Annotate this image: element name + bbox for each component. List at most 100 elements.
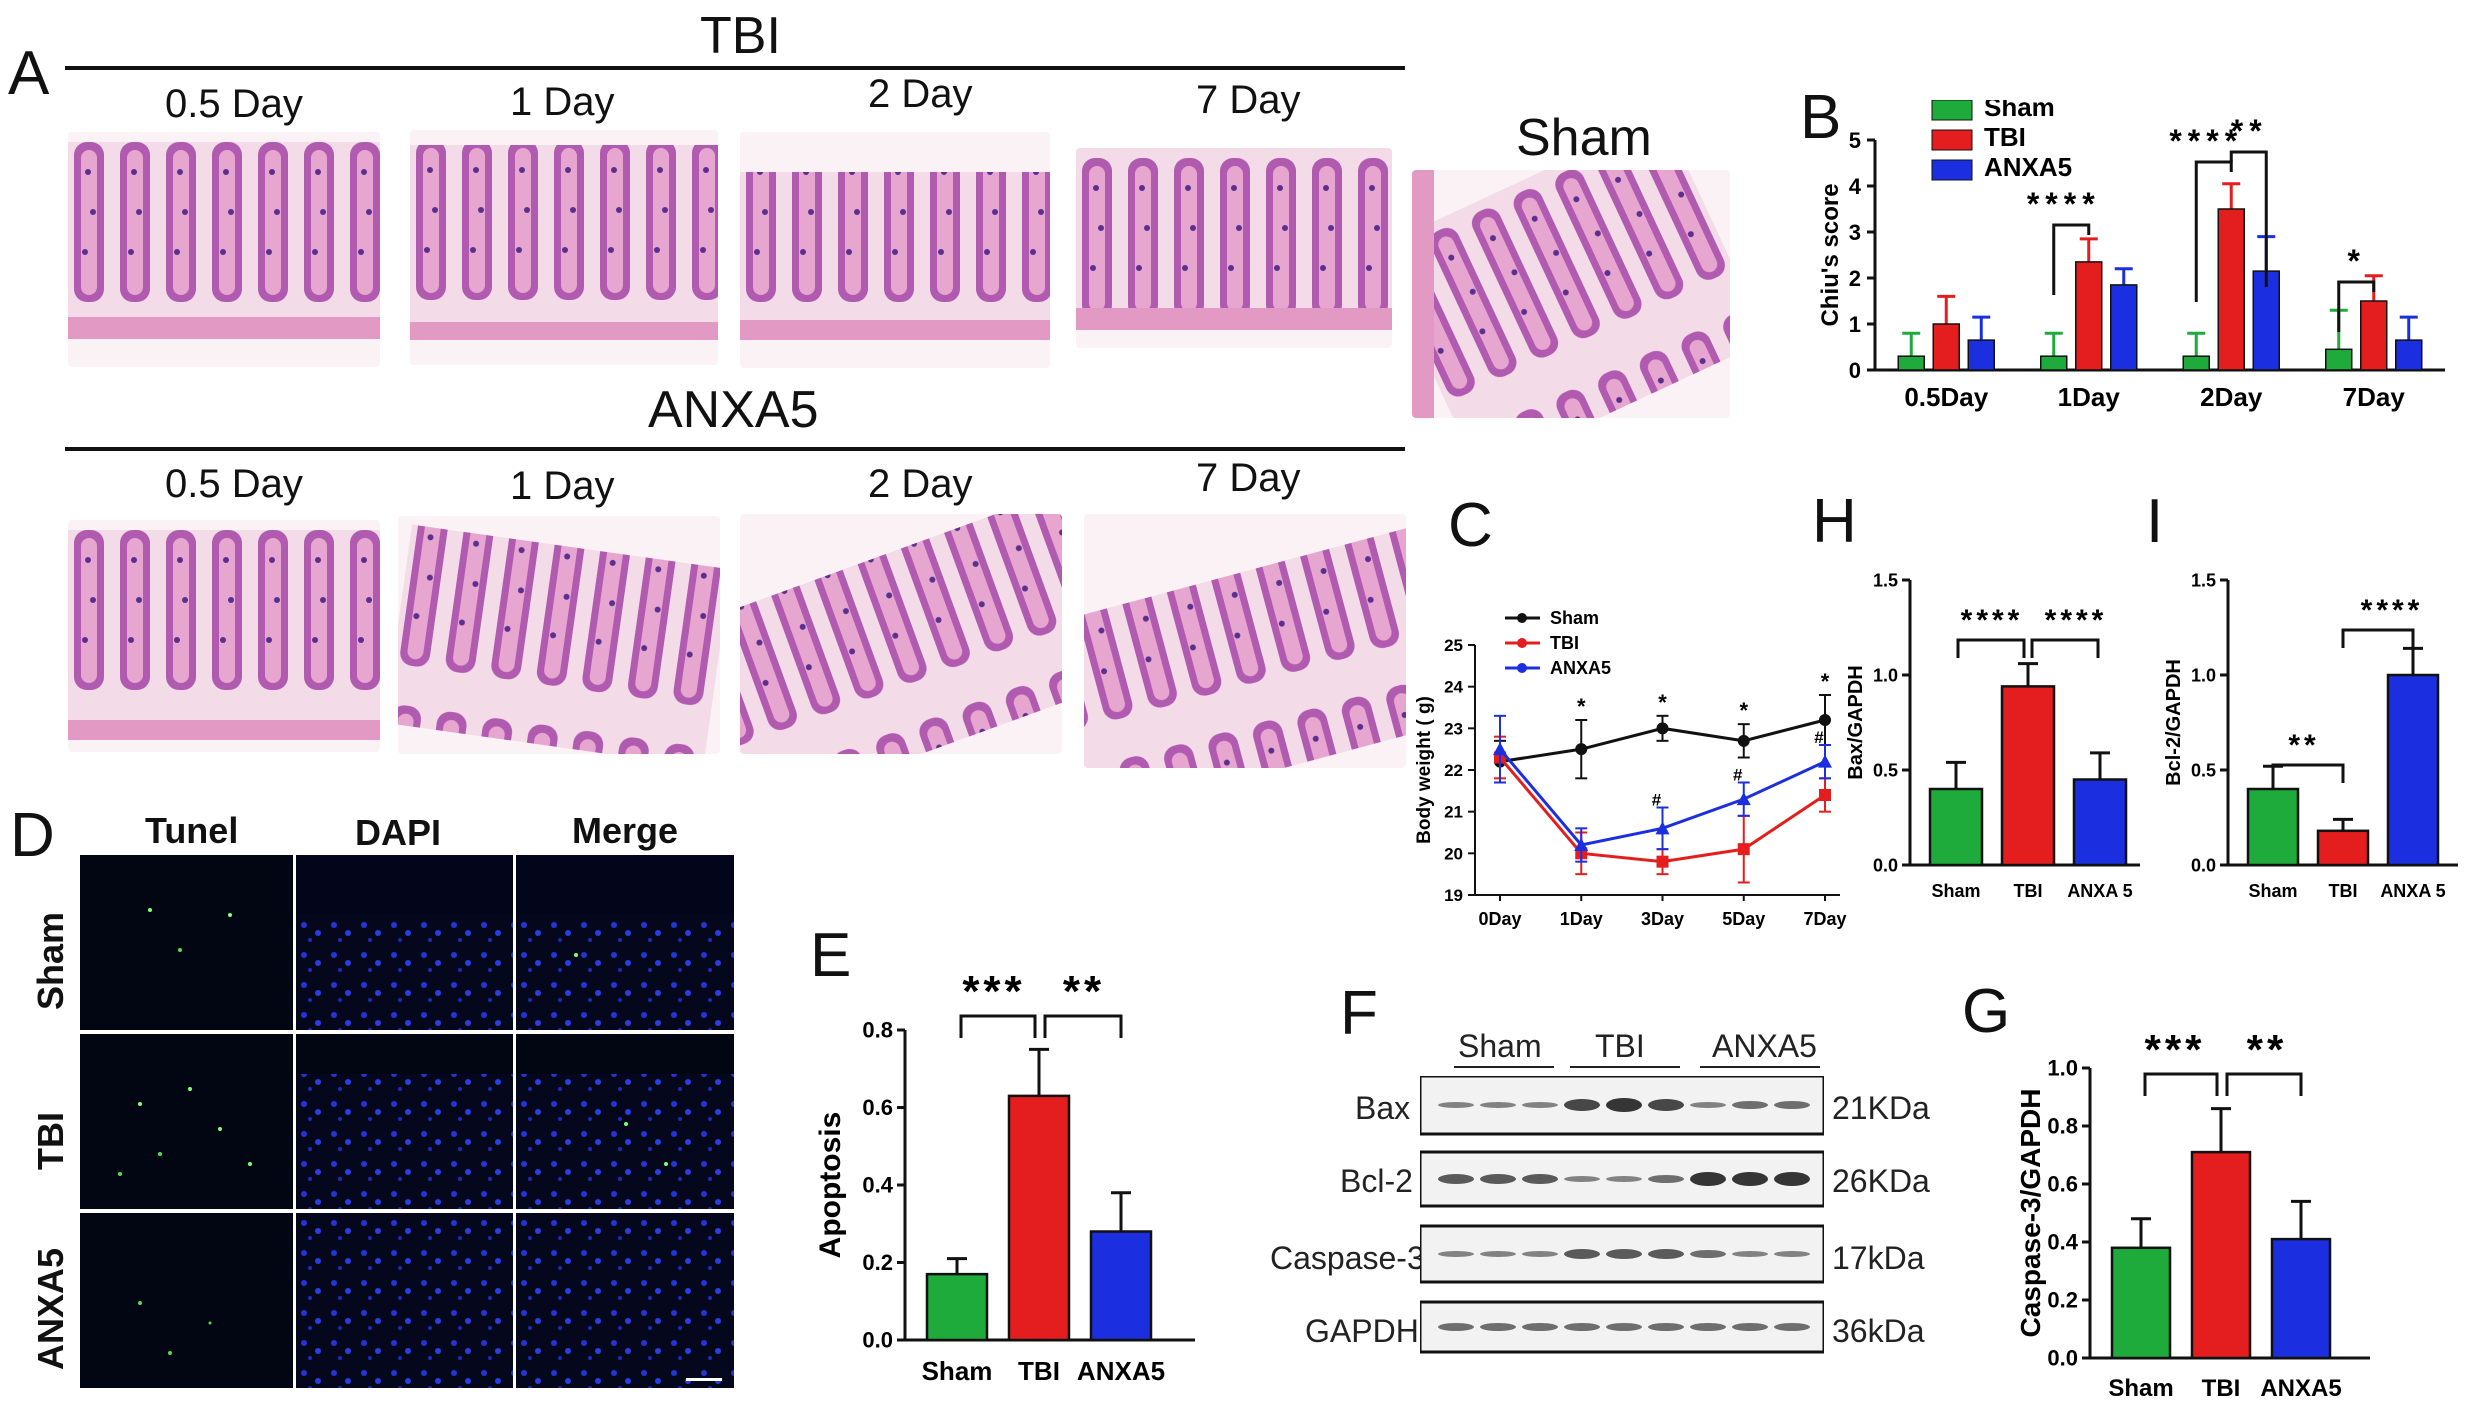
panel-label-b: B bbox=[1800, 83, 1842, 152]
western-group-label: ANXA5 bbox=[1712, 1028, 1817, 1064]
bar bbox=[925, 1272, 989, 1342]
panel-label-h: H bbox=[1812, 487, 1857, 556]
western-group-divider bbox=[1454, 1066, 1554, 1068]
blot-band bbox=[1480, 1174, 1516, 1184]
blot-band bbox=[1564, 1099, 1600, 1111]
significance-bracket bbox=[1043, 1014, 1123, 1038]
bar bbox=[2270, 1237, 2332, 1360]
data-point bbox=[1819, 789, 1831, 801]
data-point bbox=[1737, 734, 1750, 747]
x-tick-label: TBI bbox=[1018, 1356, 1060, 1386]
anxa5-header: ANXA5 bbox=[648, 381, 819, 439]
bar bbox=[2360, 300, 2388, 371]
bar bbox=[1007, 1094, 1071, 1342]
he-image-anxa5-1day bbox=[398, 516, 720, 754]
x-tick-label: 0Day bbox=[1478, 909, 1521, 929]
bar bbox=[2190, 1150, 2252, 1360]
x-tick-label: ANXA5 bbox=[2260, 1375, 2341, 1402]
he-image-sham bbox=[1412, 170, 1730, 418]
western-protein-label: Bcl-2 bbox=[1340, 1163, 1413, 1199]
x-tick-label: 3Day bbox=[1641, 909, 1684, 929]
legend-label: ANXA5 bbox=[1984, 152, 2072, 182]
y-axis-label: Chiu's score bbox=[1817, 183, 1844, 326]
y-tick-label: 0.2 bbox=[2047, 1288, 2078, 1313]
blot-band bbox=[1774, 1172, 1810, 1186]
he-image-tbi-7day bbox=[1076, 148, 1392, 348]
panel-label-c: C bbox=[1448, 491, 1493, 560]
western-blot-image bbox=[1420, 1076, 1824, 1354]
significance-label: * bbox=[1577, 694, 1586, 719]
y-tick-label: 0.0 bbox=[2191, 855, 2216, 875]
significance-label: **** bbox=[2027, 186, 2101, 222]
y-tick-label: 0.5 bbox=[2191, 760, 2216, 780]
western-kda-label: 36kDa bbox=[1832, 1313, 1925, 1349]
blot-band bbox=[1564, 1249, 1600, 1259]
y-tick-label: 21 bbox=[1444, 803, 1463, 822]
micrograph-dapi-sham bbox=[296, 855, 513, 1030]
anxa5-day-label: 1 Day bbox=[510, 464, 615, 508]
blot-band bbox=[1648, 1323, 1684, 1331]
data-point bbox=[1656, 722, 1669, 735]
blot-band bbox=[1774, 1101, 1810, 1109]
bar bbox=[1897, 355, 1925, 371]
western-group-label: TBI bbox=[1595, 1028, 1645, 1064]
significance-label: ** bbox=[2231, 113, 2268, 149]
bar bbox=[2386, 673, 2440, 867]
data-point bbox=[1574, 838, 1589, 851]
data-point bbox=[1818, 754, 1832, 768]
significance-bracket bbox=[2229, 150, 2268, 287]
significance-label: ** bbox=[1063, 967, 1105, 1016]
blot-band bbox=[1606, 1176, 1642, 1182]
y-tick-label: 0.2 bbox=[862, 1250, 893, 1275]
y-axis-label: Bax/GAPDH bbox=[1845, 665, 1867, 779]
y-tick-label: 25 bbox=[1444, 636, 1463, 655]
blot-band bbox=[1732, 1323, 1768, 1331]
western-group-divider bbox=[1700, 1066, 1820, 1068]
tunel-row-label: Sham bbox=[30, 911, 71, 1010]
bar bbox=[1928, 787, 1984, 867]
chart-h-bax: 0.0 0.5 1.0 1.5 Bax/GAPDH Sham TBI ANXA 5 **** **… bbox=[1845, 570, 2140, 901]
bar bbox=[2075, 261, 2103, 371]
y-tick-label: 0.0 bbox=[862, 1328, 893, 1353]
blot-band bbox=[1648, 1099, 1684, 1111]
anxa5-day-label: 2 Day bbox=[868, 462, 973, 506]
y-tick-label: 22 bbox=[1444, 761, 1463, 780]
y-tick-label: 24 bbox=[1444, 678, 1463, 697]
western-protein-label: Bax bbox=[1355, 1090, 1411, 1126]
significance-bracket bbox=[2194, 160, 2233, 302]
y-tick-label: 4 bbox=[1849, 174, 1862, 199]
significance-bracket bbox=[2143, 1072, 2219, 1096]
bar bbox=[2072, 778, 2128, 867]
bar bbox=[2252, 270, 2280, 371]
x-tick-label: TBI bbox=[2014, 881, 2043, 901]
y-axis-label: Bcl-2/GAPDH bbox=[2163, 659, 2185, 786]
significance-label: **** bbox=[2045, 604, 2108, 637]
blot-band bbox=[1690, 1172, 1726, 1186]
blot-band bbox=[1606, 1323, 1642, 1331]
western-kda-label: 17kDa bbox=[1832, 1240, 1925, 1276]
bar bbox=[2217, 208, 2245, 371]
legend-label: TBI bbox=[1984, 122, 2026, 152]
micrograph-merge-tbi bbox=[516, 1034, 734, 1209]
sham-header: Sham bbox=[1516, 109, 1652, 167]
significance-label: *** bbox=[2144, 1026, 2205, 1073]
western-protein-label: Caspase-3 bbox=[1270, 1240, 1425, 1276]
x-tick-label: Sham bbox=[2248, 881, 2297, 901]
blot-band bbox=[1438, 1174, 1474, 1184]
blot-band bbox=[1522, 1174, 1558, 1184]
y-tick-label: 5 bbox=[1849, 128, 1861, 153]
anxa5-day-label: 7 Day bbox=[1196, 456, 1301, 500]
x-tick-label: TBI bbox=[2329, 881, 2358, 901]
y-tick-label: 3 bbox=[1849, 220, 1861, 245]
significance-label: ** bbox=[2288, 729, 2319, 762]
western-kda-label: 21KDa bbox=[1832, 1090, 1930, 1126]
significance-bracket bbox=[2225, 1072, 2303, 1096]
micrograph-tunel-sham bbox=[80, 855, 293, 1030]
significance-bracket bbox=[959, 1014, 1037, 1038]
blot-band bbox=[1480, 1323, 1516, 1331]
chart-c-body-weight: 19 20 21 22 23 24 25 Body weight ( g) 0Day 1Day 3D… bbox=[1414, 608, 1847, 929]
panel-label-a: A bbox=[8, 39, 50, 108]
blot-band bbox=[1438, 1102, 1474, 1108]
